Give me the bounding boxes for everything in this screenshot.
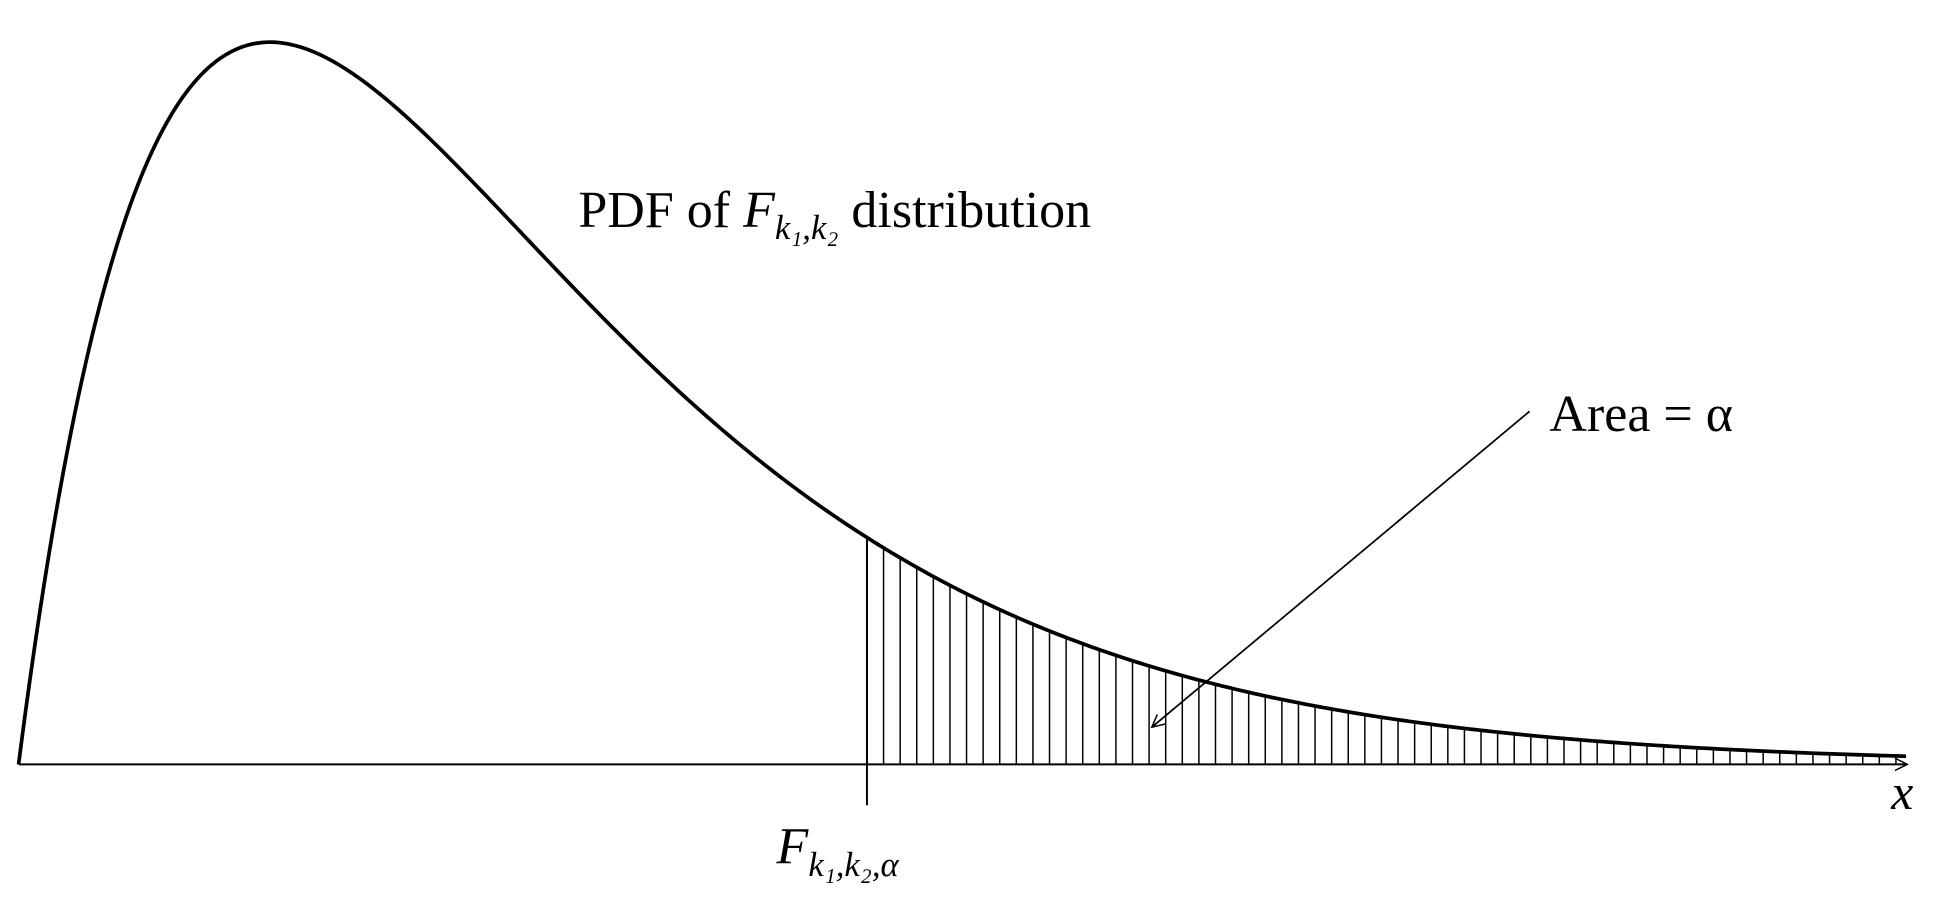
axis-label: x	[1890, 765, 1913, 820]
title-symbol: F	[742, 182, 776, 239]
hatched-area	[866, 537, 1897, 765]
title-text: distribution	[851, 182, 1091, 239]
annotation-arrow	[1152, 410, 1531, 727]
critical-symbol: F	[776, 818, 810, 875]
annotation: Area = α	[1549, 386, 1733, 443]
title-subscript: k₁,k₂	[775, 209, 839, 247]
title-text: PDF of	[578, 182, 730, 239]
pdf-curve	[16, 40, 1907, 765]
critical-label: Fk₁,k₂,α	[776, 818, 900, 883]
title: PDF of Fk₁,k₂ distribution	[578, 182, 1091, 251]
critical-subscript: k₁,k₂,α	[808, 846, 899, 884]
